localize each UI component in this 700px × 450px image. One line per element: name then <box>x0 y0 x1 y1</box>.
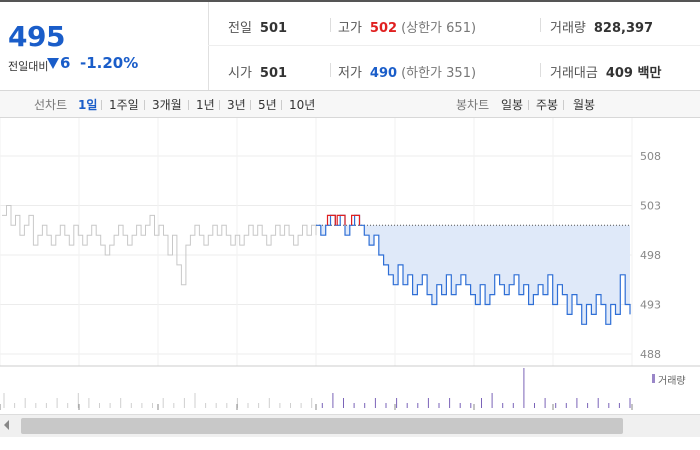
history-series-line <box>2 205 317 286</box>
today-series-line <box>316 214 631 325</box>
period-3y[interactable]: 3년 <box>227 98 246 112</box>
current-price-box: 495 전일대비 6 -1.20% <box>0 2 209 90</box>
divider <box>330 63 331 77</box>
low-value: 490 <box>369 66 398 81</box>
low-price: 저가 490 (하한가 351) <box>338 62 476 81</box>
candle-chart-label: 봉차트 <box>456 98 490 112</box>
divider <box>250 100 251 110</box>
high-label: 고가 <box>338 21 362 36</box>
change-rate: -1.20% <box>80 54 139 72</box>
open-label: 시가 <box>228 66 252 81</box>
lower-limit: (하한가 351) <box>401 66 477 81</box>
prev-close: 전일 501 <box>228 17 287 36</box>
amount-value: 409 백만 <box>605 66 662 81</box>
above-prev-segments <box>326 214 361 226</box>
above-prev-segment <box>351 214 361 226</box>
divider <box>540 18 541 32</box>
above-prev-segment <box>326 214 336 226</box>
below-prev-fill <box>316 225 630 325</box>
y-tick-label: 503 <box>640 200 661 213</box>
period-3m[interactable]: 3개월 <box>152 98 182 112</box>
low-label: 저가 <box>338 66 362 81</box>
volume-label: 거래량 <box>550 21 586 36</box>
divider <box>281 100 282 110</box>
price-chart[interactable]: 508 503 498 493 488 <box>0 118 700 410</box>
down-triangle-icon <box>47 58 59 69</box>
chart-scrollbar[interactable] <box>0 414 700 437</box>
candle-weekly[interactable]: 주봉 <box>536 98 559 112</box>
period-1y[interactable]: 1년 <box>196 98 215 112</box>
above-prev-segment <box>336 214 346 226</box>
volume-legend-swatch <box>652 374 655 383</box>
y-tick-label: 498 <box>640 249 661 262</box>
period-1d[interactable]: 1일 <box>78 98 98 112</box>
row-divider <box>208 45 700 46</box>
volume-bars <box>3 368 631 408</box>
y-tick-label: 508 <box>640 150 661 163</box>
divider <box>144 100 145 110</box>
prev-close-label: 전일 <box>228 21 252 36</box>
open-value: 501 <box>259 66 288 81</box>
divider <box>528 100 529 110</box>
period-5y[interactable]: 5년 <box>258 98 277 112</box>
open-price: 시가 501 <box>228 62 287 81</box>
volume-value: 828,397 <box>593 21 654 36</box>
scrollbar-thumb[interactable] <box>21 418 623 434</box>
below-prev-close-area <box>316 225 630 325</box>
period-1w[interactable]: 1주일 <box>109 98 139 112</box>
candle-daily[interactable]: 일봉 <box>501 98 524 112</box>
divider <box>330 18 331 32</box>
high-value: 502 <box>369 21 398 36</box>
divider <box>219 100 220 110</box>
amount-info: 거래대금 409 백만 <box>550 62 661 81</box>
y-tick-label: 488 <box>640 348 661 361</box>
change-value: 6 <box>60 54 71 72</box>
x-axis-ticks <box>0 404 633 410</box>
volume-info: 거래량 828,397 <box>550 17 653 36</box>
y-axis-labels: 508 503 498 493 488 <box>640 150 661 361</box>
volume-legend: 거래량 <box>658 376 686 387</box>
candle-monthly[interactable]: 월봉 <box>573 98 596 112</box>
scroll-left-arrow-icon[interactable] <box>4 420 9 430</box>
amount-label: 거래대금 <box>550 66 598 81</box>
divider <box>188 100 189 110</box>
divider <box>563 100 564 110</box>
line-chart-label: 선차트 <box>34 98 68 112</box>
change-label: 전일대비 <box>8 60 49 73</box>
divider <box>101 100 102 110</box>
high-price: 고가 502 (상한가 651) <box>338 17 476 36</box>
upper-limit: (상한가 651) <box>401 21 477 36</box>
chart-toolbar: 선차트 1일 1주일 3개월 1년 3년 5년 10년 봉차트 일봉 주봉 월봉 <box>0 90 700 118</box>
y-tick-label: 493 <box>640 299 661 312</box>
period-10y[interactable]: 10년 <box>289 98 316 112</box>
divider <box>540 63 541 77</box>
quote-summary: 495 전일대비 6 -1.20% 전일 501 고가 502 (상한가 651) 거… <box>0 0 700 90</box>
current-price: 495 <box>8 20 65 53</box>
prev-close-value: 501 <box>259 21 288 36</box>
